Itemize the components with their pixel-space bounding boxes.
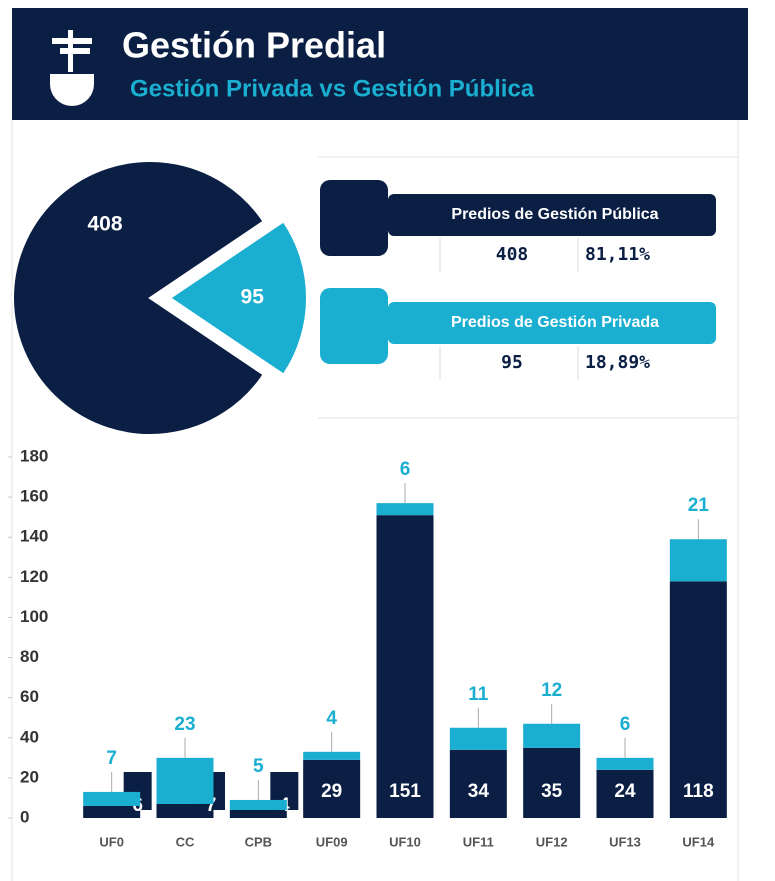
bar-label: 21	[688, 495, 710, 516]
legend-percentage: 81,11%	[585, 244, 650, 265]
pie-slice	[12, 160, 265, 436]
bar-segment	[596, 757, 654, 770]
header	[12, 8, 748, 120]
legend-swatch	[320, 288, 388, 364]
bar-label: 151	[389, 781, 421, 802]
y-tick-label: 60	[20, 687, 39, 706]
bar-segment	[669, 539, 727, 582]
bar-segment	[523, 747, 581, 818]
bar-label: 7	[206, 795, 217, 816]
legend-swatch	[320, 180, 388, 256]
bar-label: 7	[106, 748, 117, 769]
legend-bar	[388, 302, 716, 344]
bar-segment	[376, 503, 434, 516]
bar-segment	[449, 749, 507, 818]
x-tick-label: UF13	[609, 834, 641, 849]
x-tick-label: UF0	[99, 834, 124, 849]
x-tick-label: UF10	[389, 834, 421, 849]
bar-segment	[229, 809, 287, 818]
title: Gestión Predial	[122, 25, 386, 66]
y-tick-label: 20	[20, 767, 39, 786]
bar-segment	[449, 727, 507, 750]
bar-segment	[156, 757, 214, 804]
legend-label: Predios de Gestión Pública	[451, 206, 658, 223]
slice-label: 408	[87, 213, 122, 236]
y-tick-label: 0	[20, 807, 29, 826]
bar-segment	[596, 769, 654, 818]
bar-segment	[376, 515, 434, 818]
y-tick-label: 160	[20, 487, 48, 506]
bar-label: 6	[620, 714, 631, 735]
bar-label: 23	[174, 714, 195, 735]
bar-segment	[669, 581, 727, 818]
bar-segment	[523, 723, 581, 748]
x-tick-label: CPB	[245, 834, 272, 849]
bar-label: 118	[683, 781, 714, 802]
x-tick-label: CC	[176, 834, 195, 849]
bar-label: 6	[400, 459, 411, 480]
legend-bar	[388, 194, 716, 236]
bar-label: 11	[468, 684, 489, 705]
x-tick-label: UF09	[316, 834, 348, 849]
y-tick-label: 80	[20, 647, 39, 666]
y-tick-label: 100	[20, 607, 48, 626]
bar-label: 29	[321, 781, 342, 802]
pie-slice	[168, 220, 308, 376]
bar-segment	[303, 759, 361, 818]
legend-count: 408	[496, 244, 529, 265]
y-tick-label: 140	[20, 527, 48, 546]
bar-segment	[229, 799, 287, 810]
legend-count: 95	[501, 352, 523, 373]
y-tick-label: 40	[20, 727, 39, 746]
bar-label: 4	[326, 708, 337, 729]
bar-label: 5	[253, 756, 264, 777]
x-tick-label: UF12	[536, 834, 568, 849]
x-tick-label: UF14	[682, 834, 715, 849]
bar-segment	[83, 791, 141, 806]
bar-segment	[303, 751, 361, 760]
y-tick-label: 120	[20, 567, 48, 586]
bar-label: 12	[541, 680, 562, 701]
bar-label: 34	[468, 781, 490, 802]
legend-percentage: 18,89%	[585, 352, 650, 373]
legend-label: Predios de Gestión Privada	[451, 314, 659, 331]
bar-label: 24	[614, 781, 636, 802]
header-icon	[50, 30, 94, 106]
y-tick-label: 180	[20, 446, 48, 465]
bar-label: 35	[541, 781, 563, 802]
x-tick-label: UF11	[463, 834, 494, 849]
slice-label: 95	[241, 286, 265, 309]
subtitle: Gestión Privada vs Gestión Pública	[130, 75, 535, 102]
